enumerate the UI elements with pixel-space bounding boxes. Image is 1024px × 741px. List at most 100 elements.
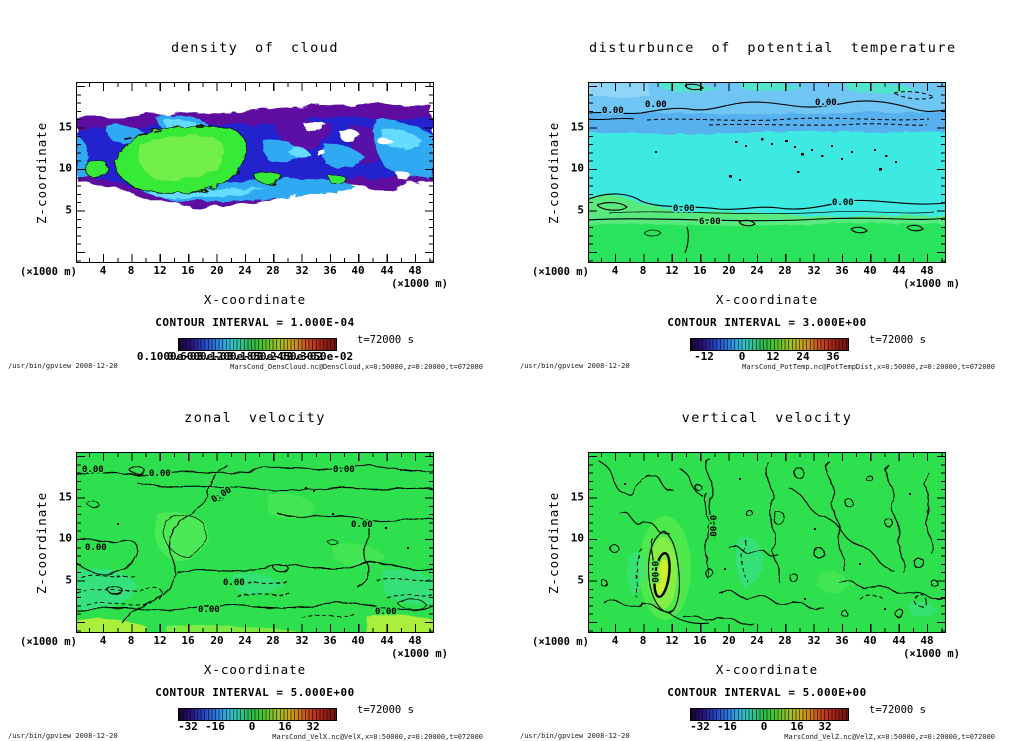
contour-interval-label: CONTOUR INTERVAL = 1.000E-04 <box>155 316 355 329</box>
colorbar-tick-label: 0.3050e-02 <box>286 350 354 363</box>
colorbar-tick-labels: -32 -16 0 16 32 <box>690 720 847 733</box>
contour-label: 0.00 <box>351 520 373 530</box>
z-tick-labels: 15 10 5 <box>550 453 584 632</box>
contour-label: 0.00 <box>82 465 104 475</box>
colorbar-tick-label: 32 <box>306 720 320 733</box>
colorbar-tick-label: 0 <box>760 720 768 733</box>
x-tick-label: 4 <box>99 264 107 277</box>
x-axis-label: X-coordinate <box>203 662 307 677</box>
panel-potential-temperature: disturbunce of potential temperature Z-c… <box>512 0 1024 371</box>
z-tick-labels: 15 10 5 <box>550 83 584 262</box>
panel-vertical-velocity: vertical velocity Z-coordinate 15 10 5 (×1… <box>512 370 1024 741</box>
x-tick-label: 8 <box>639 264 647 277</box>
contour-plot-vertical-velocity: 0.00 0.00 <box>588 452 946 633</box>
z-tick-label: 15 <box>570 490 584 504</box>
pottemp-field: 0.00 0.00 0.00 0.00 0.00 6.00 <box>589 83 945 262</box>
z-tick-label: 5 <box>65 203 72 217</box>
x-tick-label: 28 <box>778 634 792 647</box>
x-axis-unit: (×1000 m) <box>903 278 960 290</box>
colorbar <box>178 338 337 351</box>
colorbar-tick-label: 0.1850e-02 <box>226 350 294 363</box>
z-tick-label: 10 <box>570 531 584 545</box>
x-tick-label: 32 <box>807 264 821 277</box>
colorbar-tick-label: 0.1000e-03 <box>136 350 204 363</box>
panel-title: density of cloud <box>170 40 340 56</box>
x-tick-labels: 4 8 12 16 20 24 28 32 36 40 44 48 <box>589 264 945 278</box>
source-footer: MarsCond_VelX.nc@VelX,x=0:50000,z=0:2000… <box>272 733 483 741</box>
x-axis-unit: (×1000 m) <box>391 278 448 290</box>
z-tick-label: 15 <box>58 120 72 134</box>
source-footer: MarsCond_PotTemp.nc@PotTempDist,x=0:5000… <box>742 363 995 371</box>
x-tick-label: 32 <box>295 264 309 277</box>
z-axis-unit: (×1000 m) <box>532 636 589 648</box>
panel-title: zonal velocity <box>184 410 326 426</box>
panel-zonal-velocity: zonal velocity Z-coordinate 15 10 5 (×1000… <box>0 370 512 741</box>
source-footer: MarsCond_VelZ.nc@VelZ,x=0:50000,z=0:2000… <box>784 733 995 741</box>
colorbar <box>178 708 337 721</box>
x-tick-label: 40 <box>351 264 365 277</box>
x-tick-label: 16 <box>693 634 707 647</box>
contour-label: 0.00 <box>649 561 659 583</box>
colorbar-tick-label: -16 <box>717 720 737 733</box>
x-tick-label: 8 <box>127 264 135 277</box>
x-tick-label: 48 <box>920 264 934 277</box>
gpview-footer: /usr/bin/gpview 2008-12-20 <box>8 362 118 370</box>
colorbar-tick-label: -32 <box>178 720 198 733</box>
x-tick-labels: 4 8 12 16 20 24 28 32 36 40 44 48 <box>589 634 945 648</box>
x-tick-label: 20 <box>722 634 736 647</box>
x-tick-label: 16 <box>181 634 195 647</box>
z-tick-labels: 15 10 5 <box>38 453 72 632</box>
colorbar-tick-label: 16 <box>790 720 804 733</box>
contour-label: 0.00 <box>832 198 854 208</box>
x-tick-label: 8 <box>639 634 647 647</box>
x-tick-label: 4 <box>99 634 107 647</box>
x-tick-label: 24 <box>238 264 252 277</box>
z-tick-label: 10 <box>570 161 584 175</box>
colorbar-tick-label: 36 <box>826 350 840 363</box>
contour-interval-label: CONTOUR INTERVAL = 3.000E+00 <box>667 316 867 329</box>
x-tick-label: 4 <box>611 634 619 647</box>
z-tick-label: 5 <box>577 203 584 217</box>
x-tick-label: 36 <box>835 634 849 647</box>
gpview-footer: /usr/bin/gpview 2008-12-20 <box>8 732 118 740</box>
x-tick-label: 44 <box>892 634 906 647</box>
contour-label: 0.00 <box>602 106 624 116</box>
gpview-footer: /usr/bin/gpview 2008-12-20 <box>520 362 630 370</box>
contour-interval-label: CONTOUR INTERVAL = 5.000E+00 <box>667 686 867 699</box>
colorbar-tick-label: 0 <box>738 350 746 363</box>
contour-label: 0.00 <box>707 515 717 537</box>
z-axis-unit: (×1000 m) <box>20 266 77 278</box>
x-tick-label: 44 <box>380 634 394 647</box>
x-tick-label: 36 <box>323 264 337 277</box>
x-tick-label: 36 <box>835 264 849 277</box>
x-tick-label: 48 <box>408 634 422 647</box>
colorbar-tick-labels: -32 -16 0 16 32 <box>178 720 335 733</box>
colorbar-tick-label: -32 <box>690 720 710 733</box>
panel-title: disturbunce of potential temperature <box>589 40 957 56</box>
x-tick-labels: 4 8 12 16 20 24 28 32 36 40 44 48 <box>77 264 433 278</box>
time-label: t=72000 s <box>869 334 926 346</box>
x-tick-label: 20 <box>722 264 736 277</box>
colorbar-tick-labels: 0.1000e-03 0.6000e-03 0.1200e-02 0.1850e-02… <box>137 350 353 363</box>
colorbar-tick-label: 32 <box>818 720 832 733</box>
z-tick-label: 15 <box>58 490 72 504</box>
x-tick-label: 24 <box>750 634 764 647</box>
x-tick-label: 40 <box>863 634 877 647</box>
x-tick-label: 12 <box>153 634 167 647</box>
x-tick-label: 48 <box>920 634 934 647</box>
x-tick-label: 36 <box>323 634 337 647</box>
time-label: t=72000 s <box>869 704 926 716</box>
x-tick-label: 44 <box>380 264 394 277</box>
x-axis-unit: (×1000 m) <box>903 648 960 660</box>
colorbar <box>690 338 849 351</box>
vertical-velocity-field: 0.00 0.00 <box>589 453 945 632</box>
x-tick-label: 40 <box>351 634 365 647</box>
contour-label: 0.00 <box>149 469 171 479</box>
zonal-velocity-field: 0.00 0.00 0.00 0.00 0.00 0.00 0.00 0.00 … <box>77 453 433 632</box>
z-tick-label: 10 <box>58 531 72 545</box>
contour-label: 6.00 <box>699 217 721 227</box>
colorbar-tick-label: 0 <box>248 720 256 733</box>
source-footer: MarsCond_DensCloud.nc@DensCloud,x=0:5000… <box>230 363 483 371</box>
contour-label: 0.00 <box>673 204 695 214</box>
x-tick-label: 20 <box>210 264 224 277</box>
